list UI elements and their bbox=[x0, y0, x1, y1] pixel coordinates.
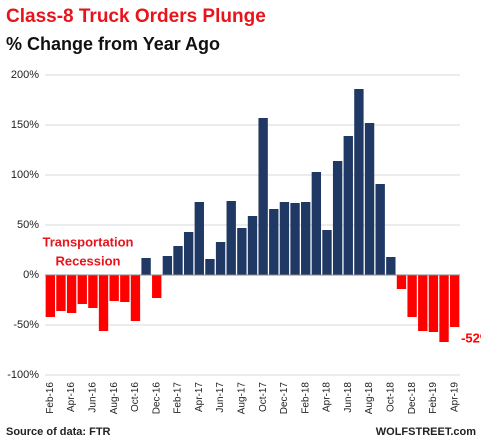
bar bbox=[226, 201, 236, 275]
bar bbox=[88, 275, 98, 308]
x-tick-label: Feb-18 bbox=[300, 382, 311, 414]
bar bbox=[332, 161, 343, 275]
bar bbox=[428, 275, 439, 332]
x-tick-label: Oct-17 bbox=[258, 382, 269, 412]
x-tick-label: Aug-17 bbox=[236, 382, 247, 415]
bar bbox=[439, 275, 449, 342]
x-tick-label: Aug-16 bbox=[109, 382, 120, 415]
bar bbox=[152, 275, 162, 298]
bar bbox=[386, 257, 396, 275]
data-label: -52% bbox=[461, 330, 481, 345]
bar bbox=[290, 203, 300, 275]
y-tick-label: -50% bbox=[13, 319, 39, 331]
y-tick-label: 0% bbox=[23, 269, 39, 281]
bar bbox=[247, 216, 258, 275]
chart-title: Class-8 Truck Orders Plunge bbox=[6, 6, 266, 27]
annotation: Transportation bbox=[42, 234, 133, 249]
y-tick-label: 150% bbox=[11, 119, 39, 131]
bar bbox=[258, 118, 268, 275]
x-tick-label: Feb-17 bbox=[173, 382, 184, 414]
y-tick-label: 50% bbox=[17, 219, 39, 231]
bar bbox=[364, 123, 375, 275]
x-tick-label: Apr-17 bbox=[194, 382, 205, 412]
annotation: Recession bbox=[55, 253, 120, 268]
bar bbox=[120, 275, 130, 302]
x-tick-label: Oct-16 bbox=[130, 382, 141, 412]
source: Source of data: FTR bbox=[6, 426, 111, 438]
bar bbox=[311, 172, 322, 275]
bar bbox=[183, 232, 194, 275]
bar bbox=[98, 275, 109, 331]
bar bbox=[45, 275, 56, 317]
bar bbox=[375, 184, 385, 275]
x-tick-label: Jun-17 bbox=[215, 382, 226, 413]
y-tick-label: 200% bbox=[11, 69, 39, 81]
y-tick-label: 100% bbox=[11, 169, 39, 181]
bar bbox=[301, 202, 311, 275]
bar bbox=[194, 202, 204, 275]
x-tick-label: Dec-16 bbox=[151, 382, 162, 415]
bar bbox=[215, 242, 226, 275]
bar bbox=[269, 209, 279, 275]
bar bbox=[205, 259, 215, 275]
bar bbox=[449, 275, 460, 327]
bar bbox=[130, 275, 141, 321]
x-tick-label: Jun-18 bbox=[343, 382, 354, 413]
x-tick-label: Feb-16 bbox=[45, 382, 56, 414]
bar bbox=[279, 202, 290, 275]
bar bbox=[162, 256, 173, 275]
x-tick-label: Dec-17 bbox=[279, 382, 290, 415]
x-tick-label: Apr-19 bbox=[449, 382, 460, 412]
x-tick-label: Jun-16 bbox=[88, 382, 99, 413]
bar bbox=[343, 136, 353, 275]
chart-subtitle: % Change from Year Ago bbox=[6, 34, 220, 54]
bar bbox=[418, 275, 428, 331]
x-tick-label: Apr-16 bbox=[66, 382, 77, 412]
bar bbox=[77, 275, 87, 304]
bar bbox=[322, 230, 332, 275]
bar bbox=[66, 275, 77, 313]
bar bbox=[141, 258, 151, 275]
x-tick-label: Oct-18 bbox=[385, 382, 396, 412]
bar bbox=[396, 275, 407, 289]
bar bbox=[237, 228, 247, 275]
bar bbox=[407, 275, 417, 317]
x-tick-label: Apr-18 bbox=[322, 382, 333, 412]
bar bbox=[109, 275, 119, 301]
bar bbox=[56, 275, 66, 311]
x-tick-label: Aug-18 bbox=[364, 382, 375, 415]
y-tick-label: -100% bbox=[7, 369, 39, 381]
bar bbox=[173, 246, 183, 275]
credit: WOLFSTREET.com bbox=[376, 426, 476, 438]
bar bbox=[354, 89, 364, 275]
x-tick-label: Feb-19 bbox=[428, 382, 439, 414]
x-tick-label: Dec-18 bbox=[407, 382, 418, 415]
